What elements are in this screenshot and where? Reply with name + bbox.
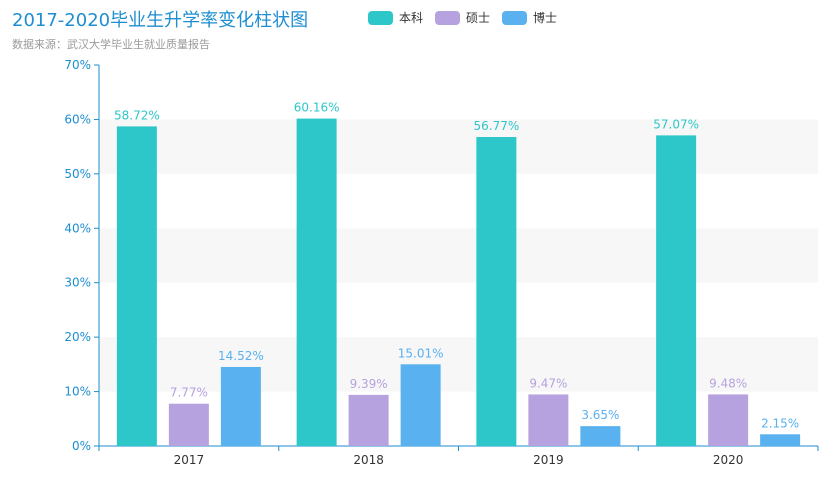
y-tick-label: 10% — [64, 385, 91, 399]
legend-item-undergraduate[interactable]: 本科 — [368, 9, 423, 26]
x-tick-label: 2019 — [533, 453, 564, 467]
data-label: 58.72% — [114, 108, 160, 122]
data-label: 9.48% — [709, 376, 747, 390]
grid-band — [99, 337, 818, 392]
legend-label-undergraduate: 本科 — [399, 11, 424, 25]
data-label: 57.07% — [653, 117, 699, 131]
grid-band — [99, 173, 818, 229]
chart-title: 2017-2020毕业生升学率变化柱状图 — [12, 10, 309, 31]
legend-label-doctor: 博士 — [533, 11, 558, 25]
data-label: 60.16% — [294, 101, 340, 115]
grid-band — [99, 282, 818, 338]
bar-硕士-2020 — [708, 394, 749, 446]
data-label: 9.39% — [350, 377, 388, 391]
legend-swatch-doctor — [502, 10, 528, 25]
y-tick-label: 20% — [64, 330, 91, 344]
data-label: 7.77% — [170, 386, 208, 400]
legend-item-master[interactable]: 硕士 — [435, 9, 490, 26]
bar-本科-2019 — [476, 137, 517, 446]
data-label: 14.52% — [218, 349, 264, 363]
y-tick-label: 40% — [64, 221, 91, 235]
bar-本科-2018 — [296, 118, 337, 447]
legend-swatch-undergraduate — [368, 10, 393, 25]
legend-label-master: 硕士 — [466, 11, 491, 25]
bar-博士-2020 — [760, 434, 801, 446]
x-tick-label: 2018 — [353, 453, 384, 467]
bar-硕士-2018 — [348, 394, 389, 446]
bar-本科-2020 — [656, 135, 697, 446]
data-label: 2.15% — [761, 416, 799, 430]
bar-硕士-2017 — [168, 403, 209, 446]
data-label: 9.47% — [529, 376, 567, 390]
bar-博士-2017 — [220, 366, 261, 446]
chart-subtitle: 数据来源：武汉大学毕业生就业质量报告 — [12, 38, 210, 51]
legend-swatch-master — [435, 10, 461, 25]
data-label: 56.77% — [473, 119, 519, 133]
y-tick-label: 70% — [64, 58, 91, 72]
data-label: 15.01% — [398, 346, 444, 360]
y-tick-label: 30% — [64, 276, 91, 290]
legend-item-doctor[interactable]: 博士 — [502, 9, 557, 26]
y-tick-label: 60% — [64, 112, 91, 126]
grid-band — [99, 119, 818, 174]
data-label: 3.65% — [581, 408, 619, 422]
grid-band — [99, 391, 818, 446]
legend: 本科 硕士 博士 — [368, 9, 557, 26]
bar-硕士-2019 — [528, 394, 569, 446]
bar-博士-2018 — [400, 364, 441, 446]
grid-band — [99, 228, 818, 283]
grid-band — [99, 65, 818, 120]
bar-本科-2017 — [116, 126, 157, 446]
x-tick-label: 2020 — [713, 453, 744, 467]
bar-博士-2019 — [580, 426, 621, 446]
x-tick-label: 2017 — [174, 453, 205, 467]
y-tick-label: 0% — [72, 439, 91, 453]
y-tick-label: 50% — [64, 167, 91, 181]
